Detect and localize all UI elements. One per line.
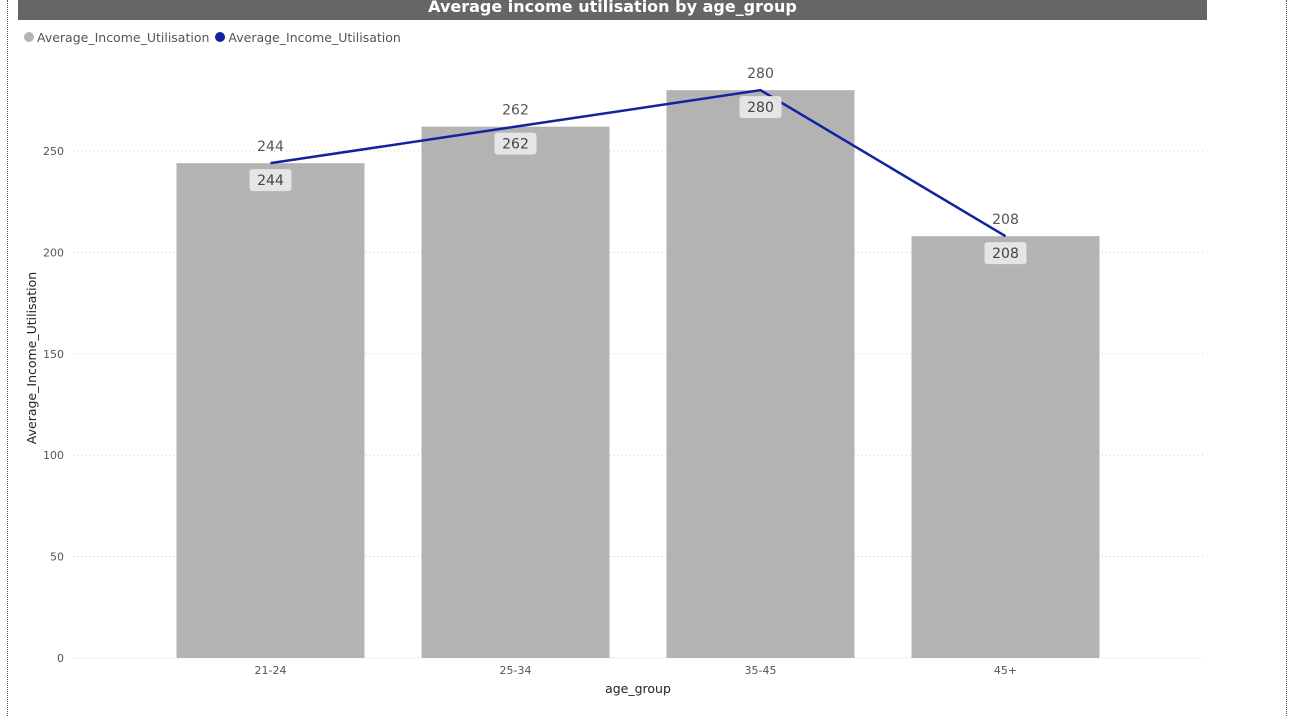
x-tick-label: 25-34 xyxy=(500,664,532,677)
legend-line-marker-icon xyxy=(215,32,226,42)
chart-title: Average income utilisation by age_group xyxy=(18,0,1207,20)
bar-35-45[interactable] xyxy=(666,90,855,658)
line-data-label: 280 xyxy=(747,66,774,82)
bar-data-label-bg xyxy=(249,169,292,192)
legend-item-bar[interactable]: Average_Income_Utilisation xyxy=(24,30,209,45)
y-axis-title: Average_Income_Utilisation xyxy=(24,272,39,444)
legend-label-line: Average_Income_Utilisation xyxy=(228,29,401,45)
y-tick-label: 0 xyxy=(57,652,64,665)
line-data-label: 244 xyxy=(257,139,284,155)
bar-data-label-bg xyxy=(494,132,537,155)
bar-data-label-bg xyxy=(739,96,782,119)
legend[interactable]: Average_Income_Utilisation Average_Incom… xyxy=(24,29,407,45)
bar-45+[interactable] xyxy=(911,236,1100,658)
legend-bar-marker-icon xyxy=(24,32,34,42)
legend-label-bar: Average_Income_Utilisation xyxy=(37,29,210,45)
bar-data-label: 208 xyxy=(992,246,1019,262)
bar-21-24[interactable] xyxy=(176,163,365,658)
x-axis-title: age_group xyxy=(605,681,671,696)
y-tick-label: 150 xyxy=(43,348,64,361)
bar-data-label: 244 xyxy=(257,173,284,189)
series-line[interactable] xyxy=(270,88,1007,238)
y-tick-label: 250 xyxy=(43,145,64,158)
x-tick-label: 35-45 xyxy=(745,664,777,677)
legend-item-line[interactable]: Average_Income_Utilisation xyxy=(215,29,401,45)
x-tick-label: 21-24 xyxy=(255,664,287,677)
y-tick-label: 50 xyxy=(50,551,64,564)
y-tick-label: 200 xyxy=(43,246,64,259)
bar-data-label-bg xyxy=(984,242,1027,265)
y-tick-label: 100 xyxy=(43,449,64,462)
x-tick-label: 45+ xyxy=(994,664,1017,677)
bar-data-label: 262 xyxy=(502,137,529,153)
visual-frame xyxy=(7,0,1287,716)
line-data-label: 262 xyxy=(502,103,529,119)
line-data-label: 208 xyxy=(992,212,1019,228)
bar-25-34[interactable] xyxy=(421,126,610,658)
bar-data-label: 280 xyxy=(747,100,774,116)
